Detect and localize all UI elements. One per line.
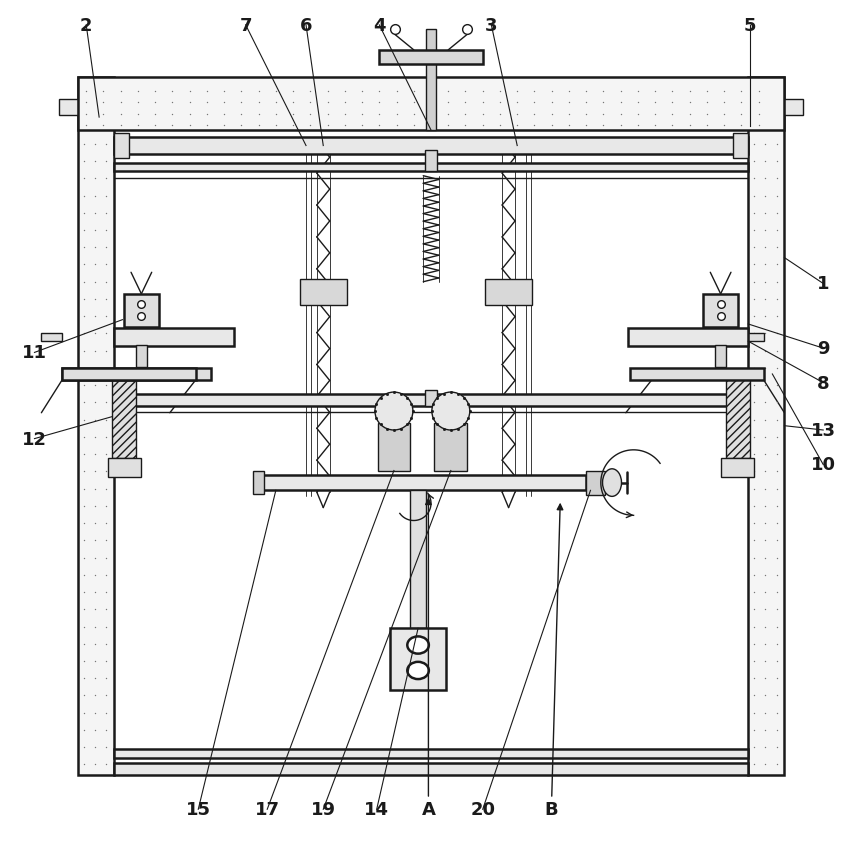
Bar — [114, 763, 747, 775]
Text: 11: 11 — [22, 344, 47, 362]
Bar — [59, 100, 77, 115]
Bar — [627, 329, 747, 346]
Bar — [124, 294, 158, 327]
Bar — [108, 458, 140, 477]
Bar — [114, 164, 747, 172]
Bar — [721, 458, 753, 477]
Bar — [114, 394, 747, 406]
Bar — [725, 376, 749, 458]
Bar — [77, 77, 114, 775]
Text: 17: 17 — [254, 801, 280, 818]
Bar — [253, 472, 263, 494]
Bar — [747, 333, 763, 342]
Bar — [424, 151, 437, 172]
Text: 4: 4 — [373, 17, 385, 34]
Bar — [703, 294, 737, 327]
Text: 19: 19 — [310, 801, 336, 818]
Text: 10: 10 — [809, 456, 835, 474]
Circle shape — [431, 393, 469, 430]
Bar — [112, 376, 136, 458]
Bar — [258, 475, 585, 491]
Bar — [629, 369, 763, 381]
Bar — [77, 77, 784, 131]
Text: B: B — [544, 801, 558, 818]
Text: 9: 9 — [816, 340, 828, 357]
Bar — [424, 391, 437, 406]
Text: 7: 7 — [239, 17, 251, 34]
Bar — [434, 424, 467, 471]
Bar — [62, 369, 211, 381]
Bar — [136, 345, 146, 368]
Bar — [41, 333, 62, 342]
Text: 5: 5 — [743, 17, 755, 34]
Text: 13: 13 — [809, 422, 835, 439]
Text: 3: 3 — [485, 17, 497, 34]
Bar — [747, 77, 784, 775]
Text: 20: 20 — [469, 801, 495, 818]
Bar — [114, 138, 747, 155]
Bar — [425, 30, 436, 131]
Bar — [379, 51, 482, 65]
Bar — [485, 280, 531, 306]
Text: 1: 1 — [816, 276, 828, 293]
Bar — [784, 100, 802, 115]
Bar — [585, 471, 604, 495]
Ellipse shape — [407, 636, 429, 653]
Text: 8: 8 — [816, 375, 828, 392]
Bar — [390, 629, 446, 691]
Text: 2: 2 — [80, 17, 92, 34]
Text: A: A — [421, 801, 435, 818]
Text: 12: 12 — [22, 430, 47, 448]
Text: 14: 14 — [363, 801, 389, 818]
Bar — [114, 749, 747, 758]
Bar — [62, 369, 195, 381]
Bar — [715, 345, 725, 368]
Bar — [377, 424, 410, 471]
Circle shape — [375, 393, 412, 430]
Bar — [114, 329, 234, 346]
Bar — [114, 133, 129, 159]
Ellipse shape — [602, 469, 621, 497]
Text: 6: 6 — [300, 17, 312, 34]
Bar — [732, 133, 747, 159]
Ellipse shape — [407, 662, 429, 679]
Bar — [410, 491, 425, 629]
Text: 15: 15 — [185, 801, 211, 818]
Bar — [300, 280, 346, 306]
